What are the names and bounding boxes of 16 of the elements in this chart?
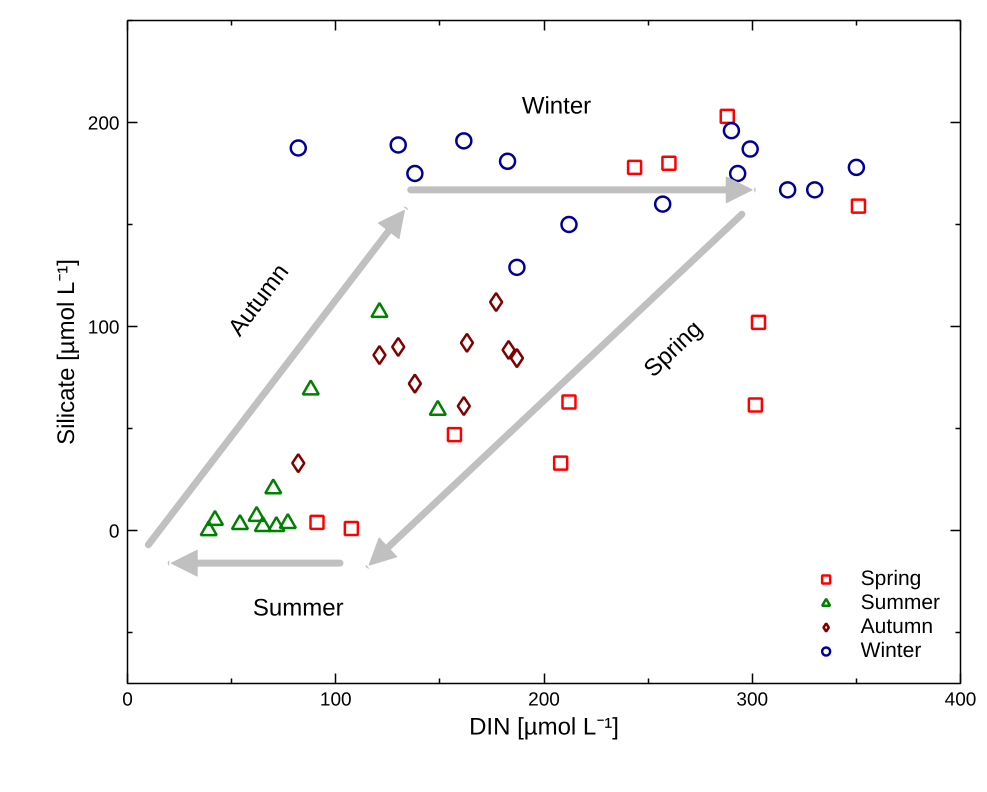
annotation: Summer — [252, 594, 344, 622]
y-tick-label: 200 — [88, 114, 120, 134]
x-tick-label: 200 — [528, 690, 560, 710]
x-tick-label: 100 — [320, 690, 352, 710]
annotation: Winter — [522, 92, 592, 120]
legend-label: Autumn — [860, 615, 934, 639]
y-axis-title: Silicate [µmol L⁻¹] — [52, 259, 80, 445]
x-axis-title: DIN [µmol L⁻¹] — [469, 714, 619, 740]
legend-label: Winter — [860, 639, 922, 663]
legend-label: Summer — [860, 591, 940, 615]
x-tick-label: 400 — [944, 690, 976, 710]
legend-label: Spring — [860, 567, 922, 591]
y-tick-label: 100 — [88, 318, 120, 338]
x-tick-label: 300 — [736, 690, 768, 710]
x-tick-label: 0 — [122, 690, 133, 710]
y-tick-label: 0 — [108, 522, 120, 542]
